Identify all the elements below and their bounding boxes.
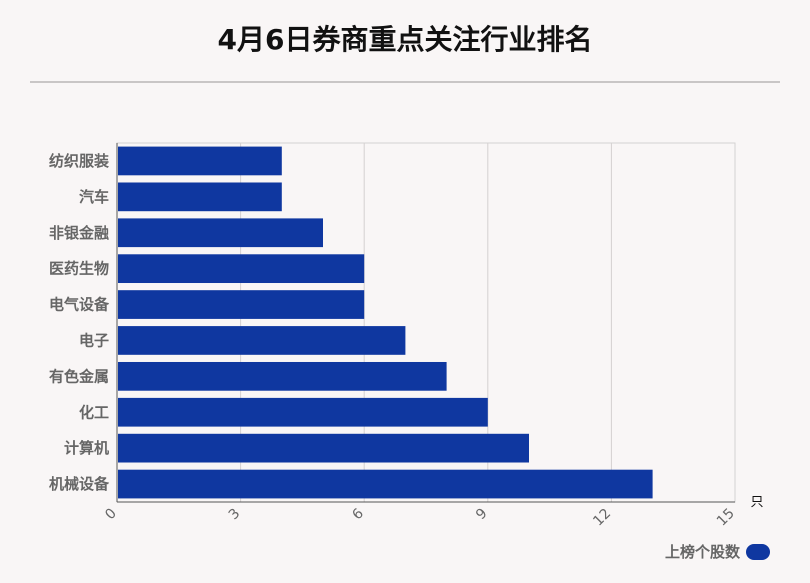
category-label: 电气设备 [49, 296, 110, 314]
bar [118, 290, 365, 319]
legend: 上榜个股数 [665, 541, 770, 562]
bar [118, 469, 653, 499]
category-label: 电子 [79, 331, 109, 349]
bar [118, 361, 447, 391]
category-label: 汽车 [79, 188, 109, 206]
bar [118, 254, 365, 284]
x-tick-label: 6 [349, 505, 367, 523]
category-label: 纺织服装 [49, 152, 110, 170]
x-tick-label: 15 [714, 506, 738, 530]
category-label: 化工 [79, 403, 109, 421]
bar [118, 326, 406, 355]
legend-swatch [746, 543, 770, 560]
chart-title: 4月6日券商重点关注行业排名 [217, 23, 593, 56]
bar [118, 182, 282, 212]
bar [118, 397, 488, 427]
bar [118, 146, 282, 176]
category-label: 有色金属 [49, 367, 109, 385]
category-label: 医药生物 [49, 260, 109, 278]
category-label: 计算机 [64, 439, 109, 457]
x-unit-label: 只 [750, 495, 763, 510]
category-label: 非银金融 [49, 224, 109, 242]
x-tick-label: 12 [590, 506, 614, 530]
x-tick-label: 9 [473, 506, 491, 524]
legend-label: 上榜个股数 [664, 543, 740, 561]
category-label: 机械设备 [49, 475, 110, 493]
x-tick-label: 3 [226, 506, 244, 524]
bar [118, 218, 323, 248]
x-tick-label: 0 [102, 506, 120, 524]
title-divider [30, 81, 780, 83]
bar [118, 433, 529, 463]
